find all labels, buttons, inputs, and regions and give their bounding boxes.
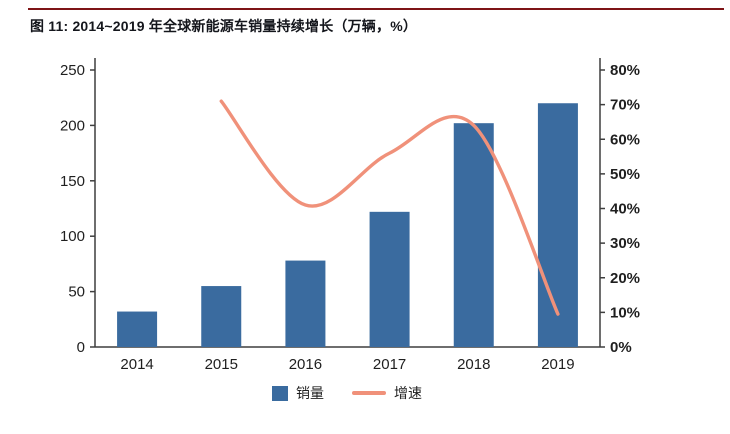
right-axis-tick-label: 80% xyxy=(610,62,640,79)
left-axis-tick-label: 50 xyxy=(68,284,85,301)
top-rule xyxy=(28,8,724,10)
chart-title: 图 11: 2014~2019 年全球新能源车销量持续增长（万辆，%） xyxy=(30,18,418,34)
x-axis-label-2017: 2017 xyxy=(373,356,406,373)
legend-item-growth: 增速 xyxy=(352,383,422,403)
right-axis-tick-label: 10% xyxy=(610,304,640,321)
left-axis-tick-label: 0 xyxy=(77,339,85,356)
bar-2018 xyxy=(453,123,494,348)
legend: 销量 增速 xyxy=(0,383,694,403)
right-axis-tick-label: 60% xyxy=(610,131,640,148)
bar-2014 xyxy=(117,311,158,347)
right-axis-tick-label: 20% xyxy=(610,270,640,287)
x-axis-label-2019: 2019 xyxy=(541,356,574,373)
legend-item-sales: 销量 xyxy=(272,383,324,403)
left-axis-tick-label: 200 xyxy=(60,117,85,134)
bar-2016 xyxy=(285,260,326,347)
legend-label-growth: 增速 xyxy=(394,385,422,401)
x-axis-label-2015: 2015 xyxy=(205,356,238,373)
x-axis-label-2018: 2018 xyxy=(457,356,490,373)
right-axis-tick-label: 40% xyxy=(610,201,640,218)
bar-2015 xyxy=(201,286,242,347)
legend-swatch-line xyxy=(352,391,386,395)
bar-2017 xyxy=(369,211,410,347)
right-axis-tick-label: 50% xyxy=(610,166,640,183)
right-axis-tick-label: 70% xyxy=(610,97,640,114)
right-axis-tick-label: 30% xyxy=(610,235,640,252)
legend-swatch-bar xyxy=(272,385,288,401)
growth-line xyxy=(219,99,560,316)
x-axis-label-2014: 2014 xyxy=(120,356,153,373)
bar-2019 xyxy=(537,103,578,347)
left-axis-tick-label: 250 xyxy=(60,62,85,79)
chart-canvas: 0 50 100 150 200 250 0% 10% 20% 30% 40% 50% 60% 70% 80… xyxy=(60,58,640,373)
left-axis-tick-label: 100 xyxy=(60,228,85,245)
left-axis-tick-label: 150 xyxy=(60,173,85,190)
x-axis-label-2016: 2016 xyxy=(289,356,322,373)
legend-label-sales: 销量 xyxy=(296,385,324,401)
right-axis-tick-label: 0% xyxy=(610,339,632,356)
